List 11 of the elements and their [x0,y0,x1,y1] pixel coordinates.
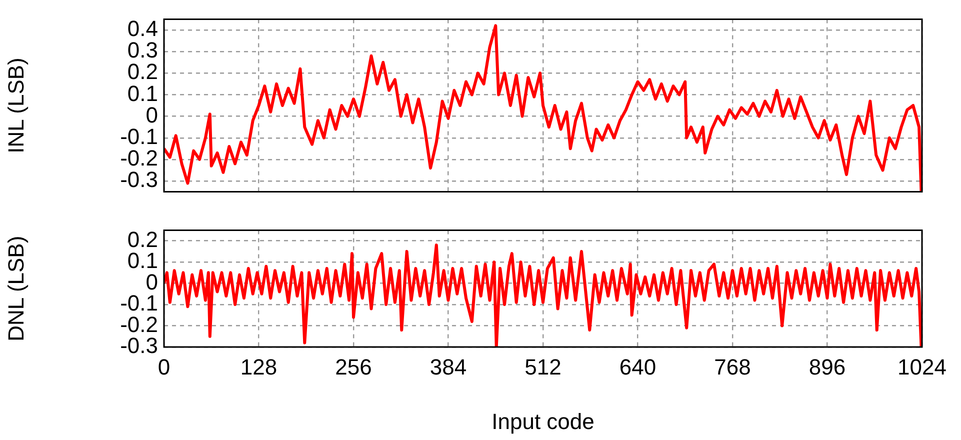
x-axis-title: Input code [492,408,594,434]
y-axis-title: DNL (LSB) [3,236,28,342]
y-axis-title: INL (LSB) [3,58,28,154]
x-tick-label: 384 [430,354,467,380]
x-tick-label: 512 [524,354,562,380]
x-tick-label: 640 [619,354,656,380]
x-tick-label: 1024 [898,354,946,380]
x-tick-label: 256 [335,354,372,380]
x-tick-label: 128 [240,354,278,380]
x-tick-label: 768 [714,354,751,380]
x-tick-label: 896 [808,354,846,380]
